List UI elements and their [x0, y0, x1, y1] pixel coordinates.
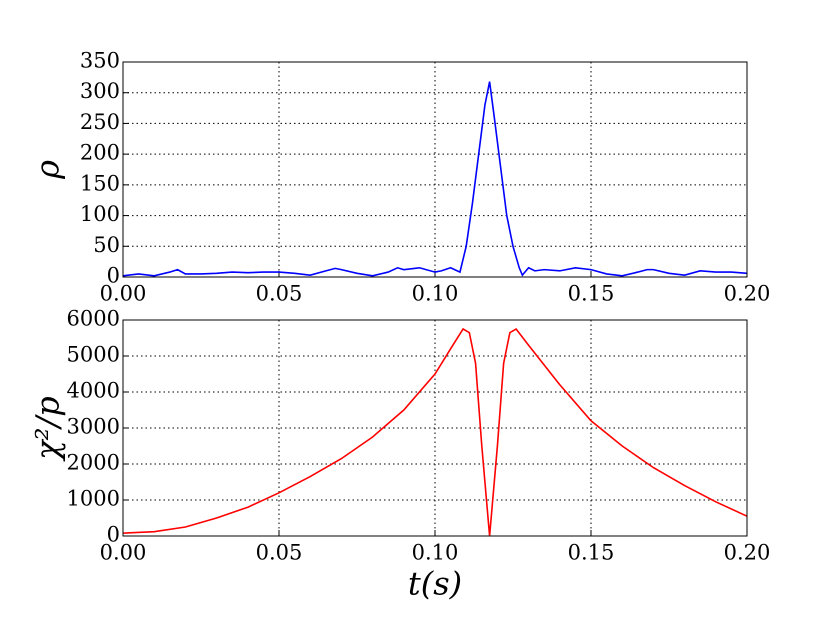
y-tick-label: 150 — [80, 171, 120, 195]
data-line — [122, 327, 748, 537]
x-tick-label: 0.20 — [724, 541, 771, 565]
y-tick-label: 2000 — [67, 451, 120, 475]
axes-frame — [122, 61, 748, 278]
y-tick-label: 3000 — [67, 415, 120, 439]
x-tick-label: 0.15 — [568, 541, 615, 565]
y-tick-label: 5000 — [67, 343, 120, 367]
x-tick-label: 0.00 — [100, 282, 147, 306]
y-tick-label: 1000 — [67, 487, 120, 511]
y-tick-label: 350 — [80, 49, 120, 73]
y-tick-label: 100 — [80, 202, 120, 226]
data-line — [122, 81, 748, 277]
y-tick-label: 0 — [107, 523, 120, 547]
y-tick-label: 300 — [80, 79, 120, 103]
y-tick-label: 6000 — [67, 307, 120, 331]
y-tick-label: 0 — [107, 264, 120, 288]
x-axis-label: t(s) — [408, 565, 462, 603]
y-axis-label: χ²/p — [29, 396, 67, 461]
axes-frame — [122, 319, 748, 537]
y-tick-label: 250 — [80, 110, 120, 134]
y-tick-label: 4000 — [67, 379, 120, 403]
x-tick-label: 0.15 — [568, 282, 615, 306]
x-tick-label: 0.10 — [412, 541, 459, 565]
x-tick-label: 0.20 — [724, 282, 771, 306]
y-axis-label: ρ — [29, 160, 67, 180]
y-tick-label: 200 — [80, 141, 120, 165]
x-tick-label: 0.00 — [100, 541, 147, 565]
x-tick-label: 0.10 — [412, 282, 459, 306]
x-tick-label: 0.05 — [256, 541, 303, 565]
y-tick-label: 50 — [93, 233, 120, 257]
x-tick-label: 0.05 — [256, 282, 303, 306]
